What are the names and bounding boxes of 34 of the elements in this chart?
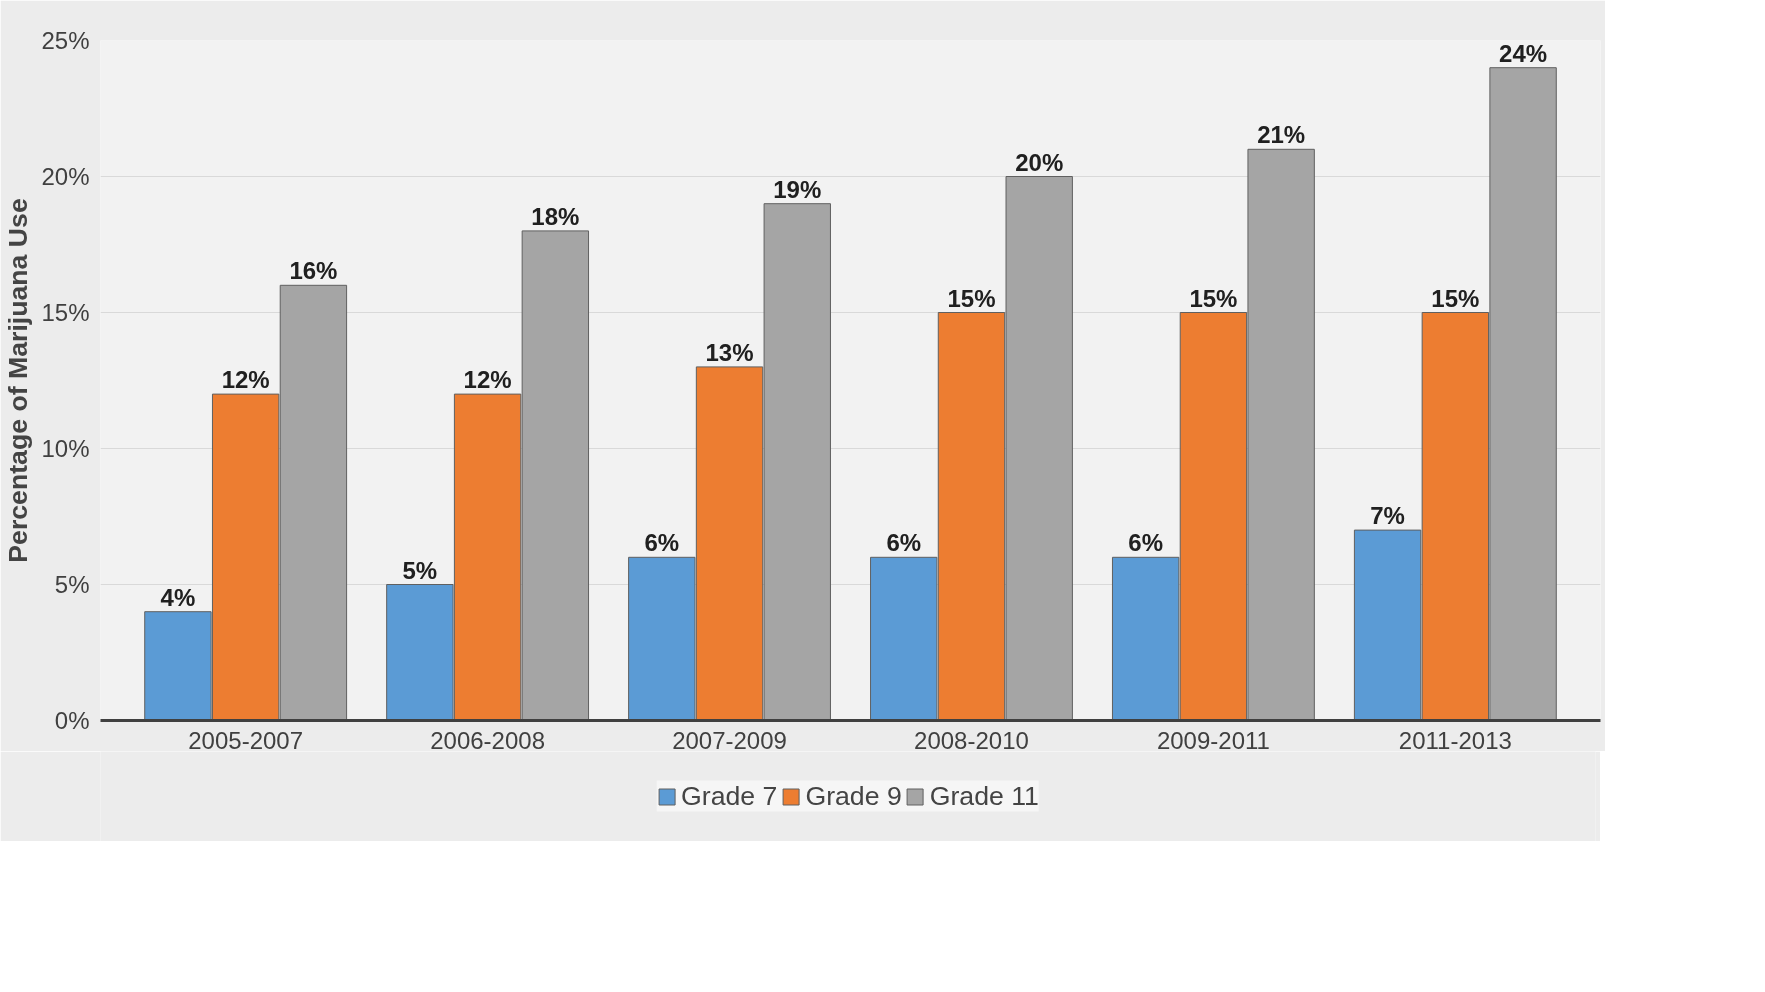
y-tick-label: 15% bbox=[41, 299, 90, 326]
data-label: 24% bbox=[1499, 39, 1548, 67]
data-label: 15% bbox=[1189, 284, 1238, 312]
data-label: 18% bbox=[531, 202, 580, 230]
data-label: 7% bbox=[1370, 502, 1405, 530]
data-label: 5% bbox=[402, 556, 438, 584]
data-label: 4% bbox=[160, 583, 196, 611]
data-label: 12% bbox=[221, 366, 270, 394]
data-label: 6% bbox=[644, 529, 680, 557]
y-tick-label: 5% bbox=[54, 571, 90, 598]
x-tick-label: 2011-2013 bbox=[1398, 726, 1512, 754]
y-axis-title: Percentage of Marijuana Use bbox=[3, 198, 34, 563]
x-tick-label: 2008-2010 bbox=[914, 726, 1029, 754]
data-label: 6% bbox=[1128, 529, 1164, 557]
x-tick-label: 2009-2011 bbox=[1156, 726, 1270, 754]
y-tick-label: 20% bbox=[41, 163, 90, 190]
y-tick-label: 10% bbox=[41, 435, 90, 462]
data-label: 16% bbox=[289, 257, 338, 285]
data-label: 19% bbox=[773, 175, 822, 203]
legend-label: Grade 9 bbox=[805, 780, 902, 812]
data-label: 15% bbox=[947, 284, 996, 312]
x-tick-label: 2005-2007 bbox=[188, 726, 304, 754]
data-label: 15% bbox=[1431, 284, 1480, 312]
y-tick-label: 0% bbox=[54, 707, 90, 734]
legend-label: Grade 7 bbox=[681, 780, 778, 812]
data-label: 12% bbox=[463, 366, 512, 394]
data-label: 13% bbox=[705, 338, 754, 366]
data-label: 21% bbox=[1257, 121, 1306, 149]
data-label: 6% bbox=[886, 529, 922, 557]
x-tick-label: 2006-2008 bbox=[430, 726, 545, 754]
x-tick-label: 2007-2009 bbox=[672, 726, 787, 754]
y-tick-label: 25% bbox=[41, 27, 90, 54]
legend-label: Grade 11 bbox=[929, 780, 1039, 812]
data-label: 20% bbox=[1015, 148, 1064, 176]
